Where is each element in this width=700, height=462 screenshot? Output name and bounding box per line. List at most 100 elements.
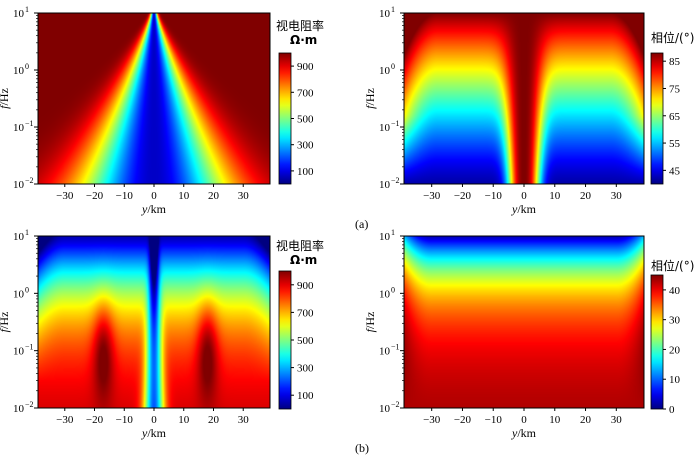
a-phase-ytick-exponent: −2 xyxy=(391,176,400,185)
a-phase-xtick-label: 30 xyxy=(611,190,623,202)
b-resistivity-ytick-label: 10 xyxy=(13,403,25,415)
a-phase-xtick-label: 0 xyxy=(521,190,527,202)
b-resistivity-ytick-label: 10 xyxy=(13,346,25,358)
b-resistivity-colorbar-tick-label: 900 xyxy=(297,280,314,292)
b-resistivity-xtick-label: −10 xyxy=(116,414,134,426)
a-phase-colorbar-tick-label: 55 xyxy=(669,138,681,150)
a-phase-heatmap xyxy=(404,13,644,184)
b-phase-colorbar-tick-label: 10 xyxy=(669,374,681,386)
a-resistivity-xtick-label: −10 xyxy=(116,190,134,202)
b-resistivity-colorbar-title: 视电阻率 xyxy=(276,238,324,253)
a-phase-colorbar xyxy=(650,52,664,185)
a-phase-colorbar-title: 相位/(°) xyxy=(651,30,694,45)
a-phase-xtick-label: −20 xyxy=(454,190,472,202)
a-resistivity-colorbar-tick-label: 700 xyxy=(297,87,314,99)
a-phase-colorbar-tick-label: 45 xyxy=(669,165,681,177)
b-phase-ytick-label: 10 xyxy=(379,231,391,243)
b-phase-colorbar xyxy=(650,274,664,410)
b-resistivity-ytick-exponent: −2 xyxy=(25,400,34,409)
b-phase-ylabel: f/Hz xyxy=(363,312,377,333)
b-phase-xtick-label: 10 xyxy=(549,414,561,426)
b-phase-xtick-label: 0 xyxy=(521,414,527,426)
a-resistivity-ytick-label: 10 xyxy=(13,65,25,77)
a-phase-ytick-label: 10 xyxy=(379,122,391,134)
a-phase-colorbar-tick-label: 85 xyxy=(669,56,681,68)
a-resistivity-ytick-label: 10 xyxy=(13,179,25,191)
a-resistivity-ytick-exponent: −1 xyxy=(25,119,34,128)
a-resistivity-xlabel: y/km xyxy=(141,202,167,216)
b-resistivity-colorbar xyxy=(278,270,292,410)
a-resistivity-ytick-exponent: 1 xyxy=(25,5,29,14)
a-phase-xlabel: y/km xyxy=(511,202,537,216)
panel-label-b: (b) xyxy=(355,441,369,455)
a-resistivity-xtick-label: 30 xyxy=(238,190,250,202)
b-resistivity-xlabel: y/km xyxy=(141,426,167,440)
panel-label-a: (a) xyxy=(355,217,368,231)
a-phase-colorbar-tick-label: 75 xyxy=(669,83,681,95)
b-phase-ytick-exponent: −2 xyxy=(391,400,400,409)
a-resistivity-colorbar-tick-label: 300 xyxy=(297,140,314,152)
a-resistivity-colorbar-title: 视电阻率 xyxy=(276,18,324,33)
b-resistivity-xtick-label: 30 xyxy=(238,414,250,426)
b-phase-ytick-exponent: −1 xyxy=(391,343,400,352)
b-resistivity-ytick-label: 10 xyxy=(13,288,25,300)
a-phase-xtick-label: −30 xyxy=(423,190,441,202)
a-resistivity-ytick-exponent: 0 xyxy=(25,62,29,71)
b-resistivity-ytick-exponent: −1 xyxy=(25,343,34,352)
a-resistivity-colorbar xyxy=(278,52,292,185)
a-resistivity-colorbar-tick-label: 900 xyxy=(297,61,314,73)
b-resistivity-chart: −30−20−100102030y/km10110010−110−2f/Hz90… xyxy=(0,228,324,440)
a-phase-ytick-exponent: 0 xyxy=(391,62,395,71)
b-phase-xtick-label: −30 xyxy=(423,414,441,426)
a-resistivity-xtick-label: −30 xyxy=(56,190,74,202)
b-resistivity-xtick-label: 10 xyxy=(178,414,190,426)
b-phase-colorbar-tick-label: 0 xyxy=(669,404,675,416)
a-phase-xtick-label: 20 xyxy=(580,190,592,202)
b-resistivity-xtick-label: 20 xyxy=(208,414,220,426)
b-resistivity-ytick-label: 10 xyxy=(13,231,25,243)
a-phase-ytick-label: 10 xyxy=(379,65,391,77)
b-phase-ytick-exponent: 0 xyxy=(391,285,395,294)
a-phase-ytick-exponent: −1 xyxy=(391,119,400,128)
a-resistivity-colorbar-unit: Ω·m xyxy=(290,33,317,47)
b-phase-xtick-label: 20 xyxy=(580,414,592,426)
b-phase-colorbar-title: 相位/(°) xyxy=(651,258,694,273)
a-phase-colorbar-tick-label: 65 xyxy=(669,111,681,123)
b-phase-xtick-label: 30 xyxy=(611,414,623,426)
b-resistivity-ytick-exponent: 0 xyxy=(25,285,29,294)
a-phase-ytick-label: 10 xyxy=(379,8,391,20)
a-resistivity-xtick-label: −20 xyxy=(86,190,104,202)
a-phase-ytick-exponent: 1 xyxy=(391,5,395,14)
b-phase-heatmap xyxy=(404,236,644,408)
a-phase-xtick-label: −10 xyxy=(485,190,503,202)
b-phase-colorbar-tick-label: 30 xyxy=(669,315,681,327)
b-resistivity-xtick-label: −20 xyxy=(86,414,104,426)
b-resistivity-colorbar-unit: Ω·m xyxy=(290,253,317,267)
a-phase-ytick-label: 10 xyxy=(379,179,391,191)
b-resistivity-ylabel: f/Hz xyxy=(0,312,11,333)
a-resistivity-ytick-label: 10 xyxy=(13,122,25,134)
b-phase-ytick-label: 10 xyxy=(379,346,391,358)
a-resistivity-heatmap xyxy=(38,13,270,184)
b-resistivity-xtick-label: 0 xyxy=(151,414,157,426)
b-resistivity-heatmap xyxy=(38,236,270,408)
b-resistivity-colorbar-tick-label: 500 xyxy=(297,335,314,347)
b-phase-xtick-label: −20 xyxy=(454,414,472,426)
a-phase-xtick-label: 10 xyxy=(549,190,561,202)
a-resistivity-xtick-label: 10 xyxy=(178,190,190,202)
b-phase-colorbar-tick-label: 40 xyxy=(669,285,681,297)
a-phase-ylabel: f/Hz xyxy=(363,88,377,109)
b-resistivity-xtick-label: −30 xyxy=(56,414,74,426)
a-resistivity-ytick-label: 10 xyxy=(13,8,25,20)
a-resistivity-ylabel: f/Hz xyxy=(0,88,11,109)
a-resistivity-ytick-exponent: −2 xyxy=(25,176,34,185)
a-resistivity-colorbar-tick-label: 500 xyxy=(297,114,314,126)
a-resistivity-chart: −30−20−100102030y/km10110010−110−2f/Hz90… xyxy=(0,5,324,216)
a-resistivity-xtick-label: 20 xyxy=(208,190,220,202)
b-resistivity-colorbar-tick-label: 300 xyxy=(297,363,314,375)
a-resistivity-colorbar-tick-label: 100 xyxy=(297,166,314,178)
b-phase-xtick-label: −10 xyxy=(485,414,503,426)
